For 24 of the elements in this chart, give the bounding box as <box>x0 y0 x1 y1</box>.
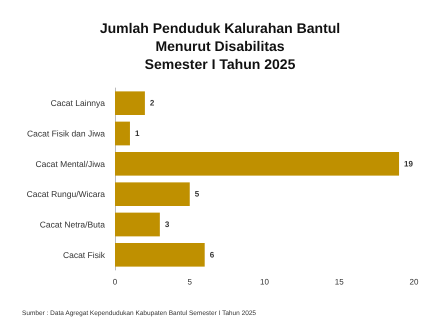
x-tick-label: 20 <box>410 278 419 286</box>
y-tick-label: Cacat Fisik <box>62 250 106 260</box>
data-label: 5 <box>194 190 200 199</box>
chart-title: Jumlah Penduduk Kalurahan Bantul Menurut Disabilitas Semester I Tahun 2025 <box>100 20 340 72</box>
data-label: 19 <box>404 159 414 168</box>
y-tick-label: Cacat Fisik dan Jiwa <box>27 128 106 138</box>
bar <box>115 182 190 206</box>
data-label: 1 <box>134 129 140 138</box>
x-tick-label: 10 <box>260 278 270 286</box>
y-tick-label: Cacat Mental/Jiwa <box>36 158 106 169</box>
x-tick-label: 5 <box>188 278 193 286</box>
y-tick-label: Cacat Rungu/Wicara <box>26 189 106 200</box>
bar <box>115 122 130 146</box>
bar <box>115 152 400 176</box>
data-label: 6 <box>210 250 215 260</box>
y-tick-label: Cacat Lainnya <box>50 98 106 108</box>
x-tick-label: 15 <box>334 278 344 286</box>
bar <box>115 212 160 236</box>
data-label: 3 <box>164 220 170 229</box>
data-label: 2 <box>150 98 155 108</box>
x-tick-label: 0 <box>112 278 118 286</box>
bar <box>115 91 145 115</box>
y-tick-label: Cacat Netra/Buta <box>40 220 106 230</box>
bar <box>115 243 205 267</box>
